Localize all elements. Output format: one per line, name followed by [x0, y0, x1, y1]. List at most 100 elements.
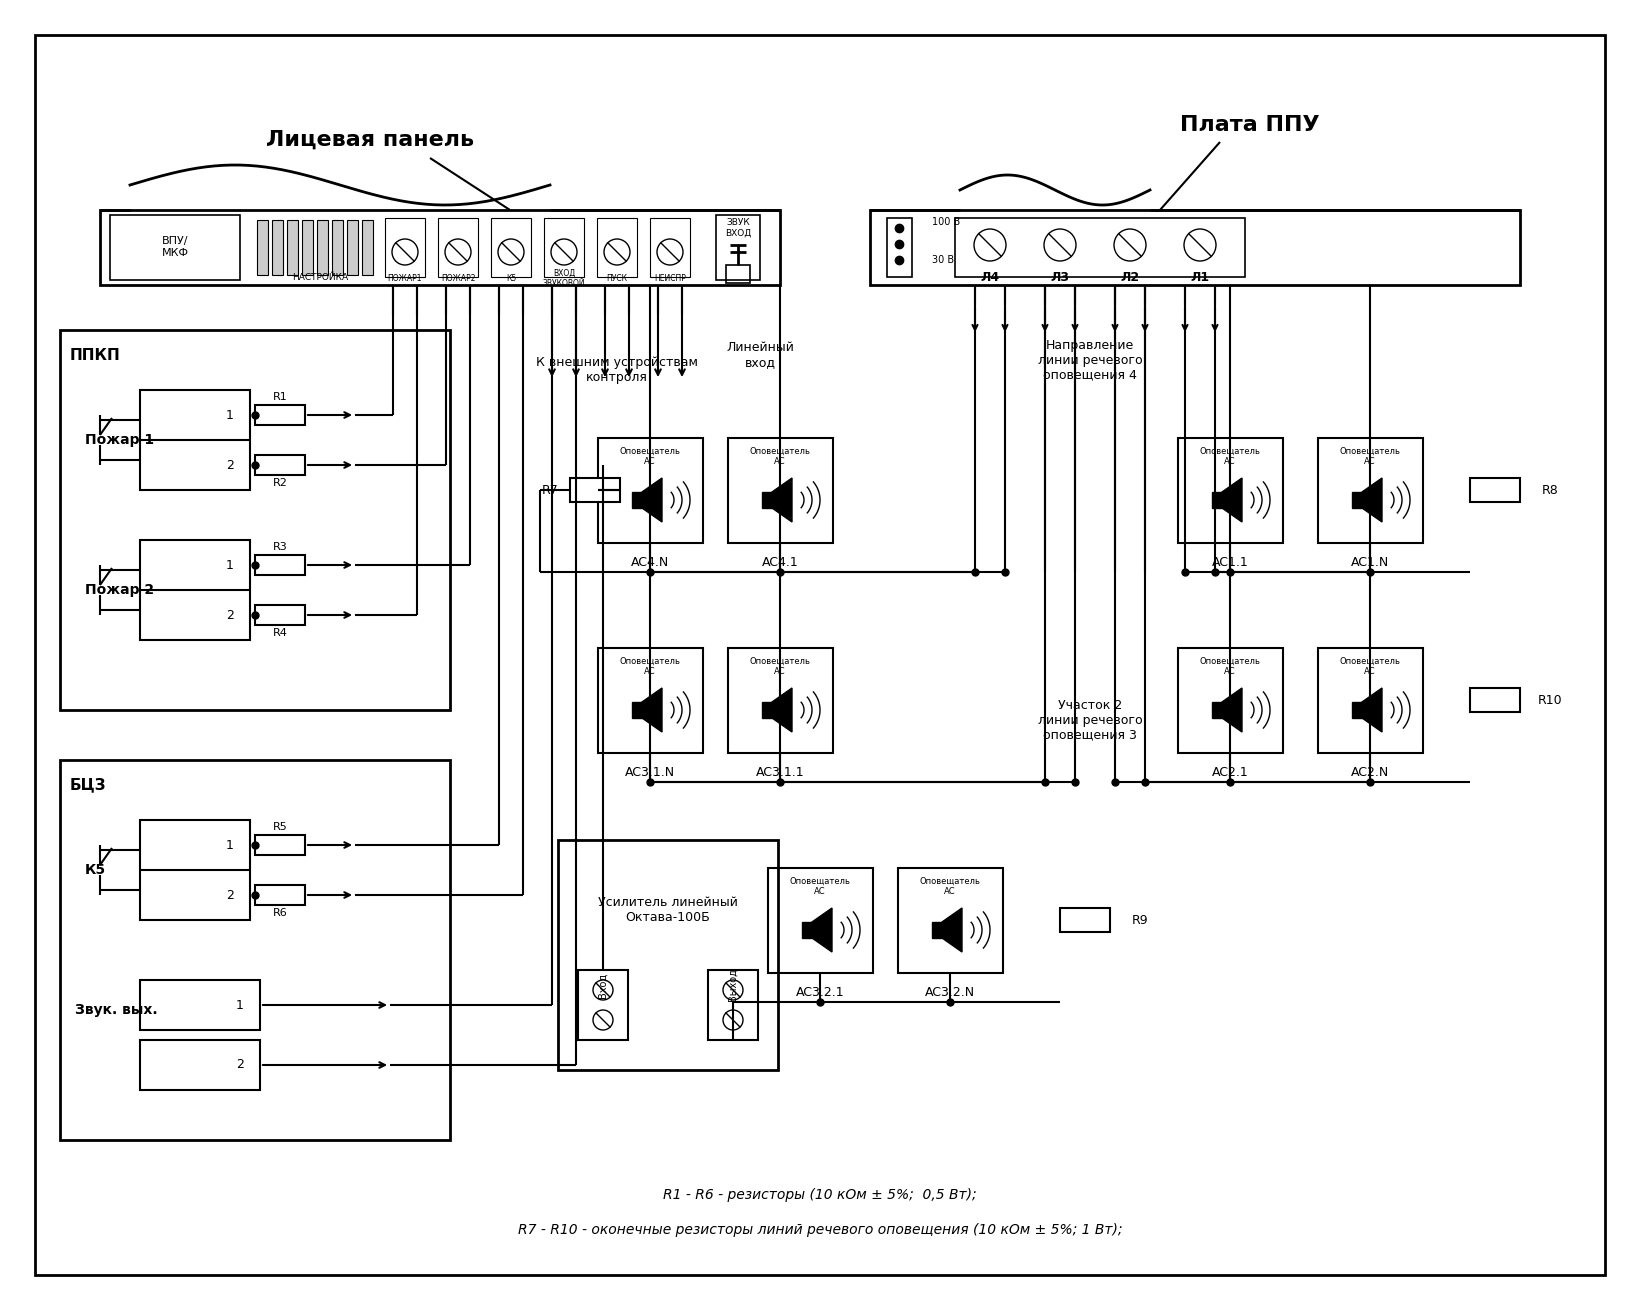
Text: AC3.2.1: AC3.2.1 [796, 985, 845, 998]
Text: 100 В: 100 В [932, 217, 960, 227]
Bar [258, 220, 267, 275]
Bar [898, 868, 1003, 973]
Text: AC2.1: AC2.1 [1211, 765, 1249, 778]
Text: Оповещатель
АС: Оповещатель АС [789, 876, 850, 896]
Text: Вход: Вход [597, 972, 609, 998]
Bar [650, 218, 689, 277]
Text: AC3.2.N: AC3.2.N [926, 985, 975, 998]
Text: ПОЖАР1: ПОЖАР1 [387, 274, 422, 283]
Bar [729, 438, 834, 543]
Bar [558, 840, 778, 1070]
Text: 1: 1 [236, 998, 245, 1011]
Bar [331, 220, 343, 275]
Text: Направление
линии речевого
оповещения 4: Направление линии речевого оповещения 4 [1037, 338, 1142, 381]
Bar [254, 835, 305, 855]
Text: R1: R1 [272, 392, 287, 402]
Text: R9: R9 [1132, 914, 1149, 927]
Polygon shape [1362, 477, 1382, 522]
Bar [139, 391, 249, 490]
Text: R3: R3 [272, 542, 287, 552]
Bar [254, 885, 305, 905]
Text: AC4.1: AC4.1 [761, 555, 799, 568]
Text: 1: 1 [226, 559, 235, 572]
Text: Л2: Л2 [1121, 271, 1139, 284]
Polygon shape [1223, 688, 1242, 732]
Text: Звук. вых.: Звук. вых. [75, 1003, 158, 1016]
Bar [100, 210, 779, 285]
Text: Л1: Л1 [1190, 271, 1209, 284]
Bar [386, 218, 425, 277]
Bar [363, 220, 373, 275]
Text: 2: 2 [226, 889, 235, 902]
Bar [438, 218, 478, 277]
Text: R4: R4 [272, 629, 287, 638]
Bar [1318, 648, 1423, 753]
Text: 2: 2 [226, 459, 235, 472]
Bar [1060, 907, 1109, 932]
Bar [632, 492, 642, 508]
Text: R7: R7 [542, 484, 558, 497]
Text: AC3.1.1: AC3.1.1 [757, 765, 804, 778]
Bar [491, 218, 532, 277]
Bar [1213, 702, 1223, 718]
Bar [1178, 438, 1283, 543]
Bar [768, 868, 873, 973]
Text: ППКП: ППКП [71, 347, 121, 363]
Text: Л4: Л4 [980, 271, 999, 284]
Bar [1470, 688, 1520, 711]
Bar [870, 210, 1520, 285]
Polygon shape [771, 688, 793, 732]
Text: Пожар 2: Пожар 2 [85, 583, 154, 597]
Text: Усилитель линейный
Октава-100Б: Усилитель линейный Октава-100Б [597, 896, 738, 924]
Text: R10: R10 [1538, 693, 1562, 706]
Text: ПОЖАР2: ПОЖАР2 [441, 274, 476, 283]
Bar [729, 648, 834, 753]
Bar [1352, 702, 1362, 718]
Text: Оповещатель
АС: Оповещатель АС [620, 446, 681, 466]
Bar [1352, 492, 1362, 508]
Bar [597, 648, 702, 753]
Text: Плата ППУ: Плата ППУ [1180, 114, 1319, 135]
Bar [955, 218, 1246, 277]
Text: К внешним устройствам
контроля: К внешним устройствам контроля [537, 356, 697, 384]
Text: Оповещатель
АС: Оповещатель АС [750, 446, 811, 466]
Text: НАСТРОЙКА: НАСТРОЙКА [292, 272, 348, 281]
Text: Участок 2
линии речевого
оповещения 3: Участок 2 линии речевого оповещения 3 [1037, 698, 1142, 742]
Bar [254, 455, 305, 475]
Bar [707, 970, 758, 1040]
Bar [110, 214, 240, 280]
Text: Оповещатель
АС: Оповещатель АС [1339, 446, 1400, 466]
Bar [761, 702, 771, 718]
Bar [1318, 438, 1423, 543]
Text: Оповещатель
АС: Оповещатель АС [750, 656, 811, 676]
Bar [1178, 648, 1283, 753]
Text: R1 - R6 - резисторы (10 кОм ± 5%;  0,5 Вт);: R1 - R6 - резисторы (10 кОм ± 5%; 0,5 Вт… [663, 1187, 976, 1202]
Text: 1: 1 [226, 409, 235, 422]
Bar [346, 220, 358, 275]
Text: Пожар 1: Пожар 1 [85, 433, 154, 447]
Bar [715, 214, 760, 280]
Text: Оповещатель
АС: Оповещатель АС [919, 876, 980, 896]
Text: AC4.N: AC4.N [630, 555, 670, 568]
Bar [139, 821, 249, 920]
Bar [139, 1040, 259, 1090]
Text: ПУСК: ПУСК [607, 274, 627, 283]
Bar [1470, 477, 1520, 502]
Text: R5: R5 [272, 822, 287, 832]
Text: AC1.1: AC1.1 [1211, 555, 1249, 568]
Polygon shape [642, 688, 661, 732]
Text: НЕИСПР: НЕИСПР [655, 274, 686, 283]
Bar [287, 220, 299, 275]
Text: Линейный
вход: Линейный вход [725, 341, 794, 370]
Bar [578, 970, 629, 1040]
Text: R6: R6 [272, 907, 287, 918]
Text: 1: 1 [226, 839, 235, 852]
Text: AC3.1.N: AC3.1.N [625, 765, 674, 778]
Text: R7 - R10 - оконечные резисторы линий речевого оповещения (10 кОм ± 5%; 1 Вт);: R7 - R10 - оконечные резисторы линий реч… [519, 1223, 1122, 1237]
Text: 2: 2 [236, 1059, 245, 1072]
Polygon shape [1362, 688, 1382, 732]
Bar [61, 330, 450, 710]
Bar [545, 218, 584, 277]
Bar [254, 555, 305, 575]
Text: AC1.N: AC1.N [1351, 555, 1390, 568]
